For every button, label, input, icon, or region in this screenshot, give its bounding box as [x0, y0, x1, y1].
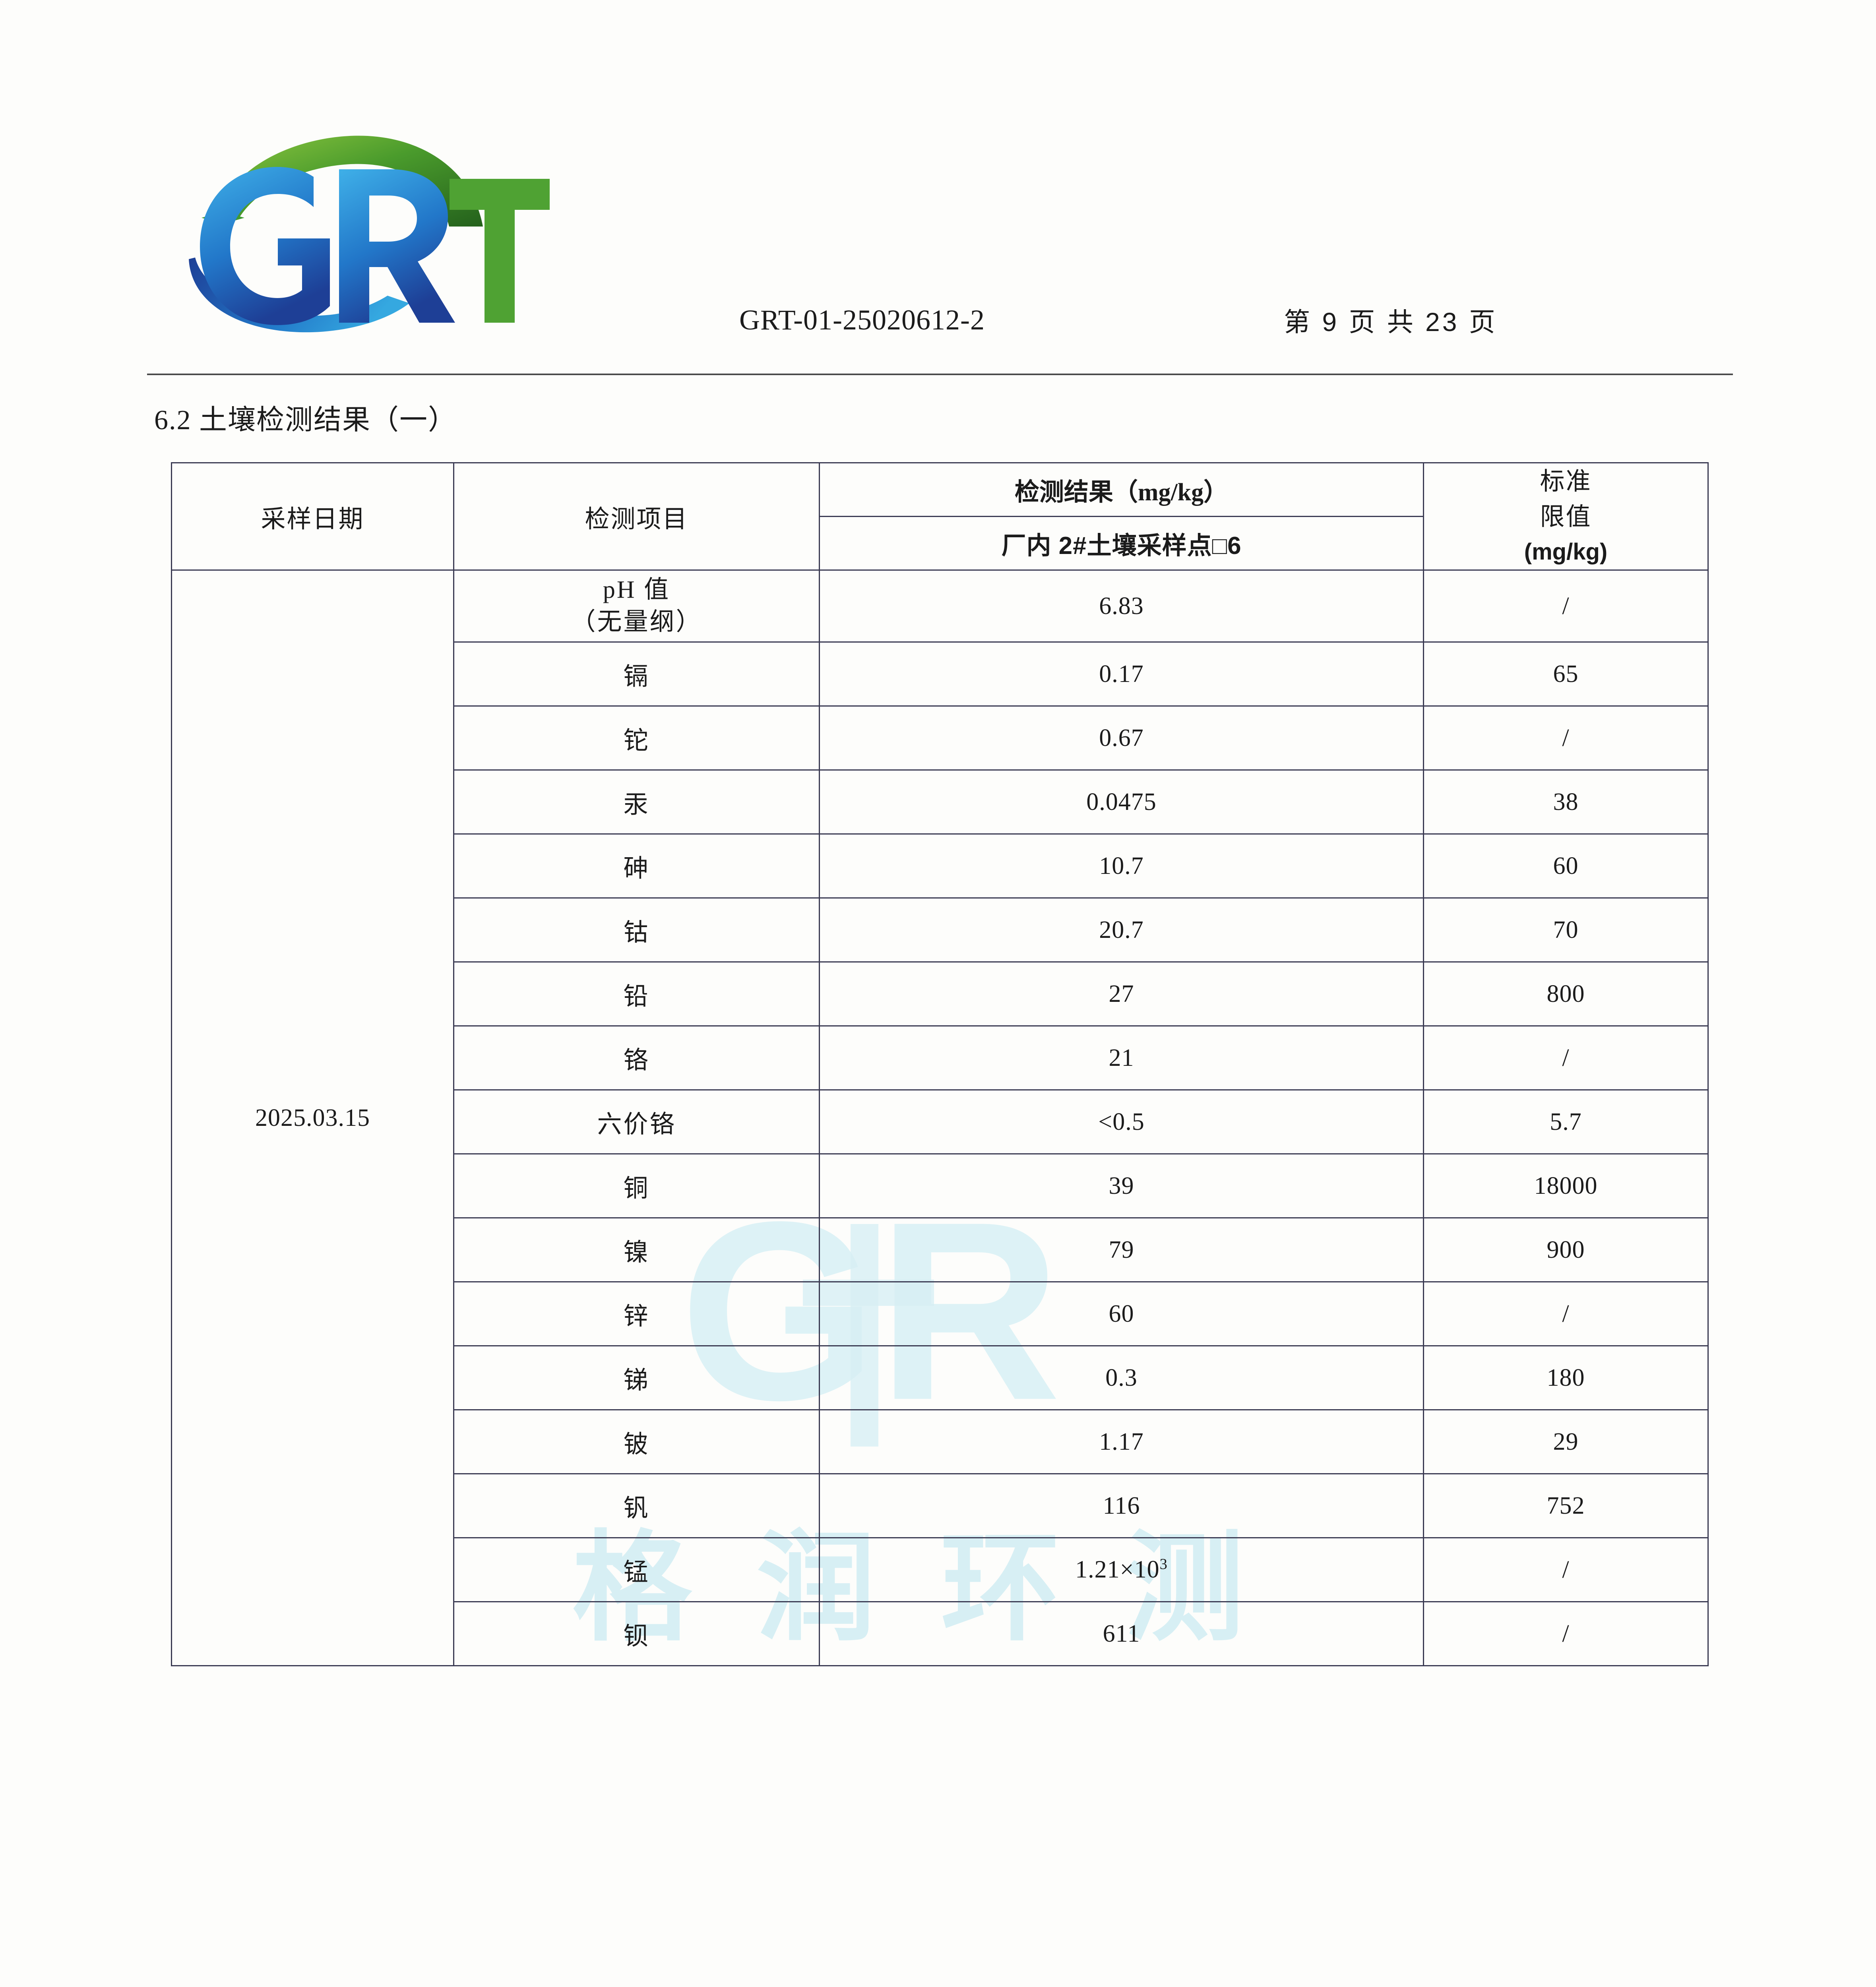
- table-row: 汞 0.0475 38: [172, 769, 1709, 835]
- test-item-name: 汞: [453, 769, 820, 835]
- document-header: GRT-01-25020612-2 第 9 页 共 23 页: [147, 296, 1733, 344]
- test-item-name: 锌: [453, 1281, 820, 1346]
- test-item-name: 钒: [453, 1473, 820, 1538]
- test-result-value: 79: [819, 1217, 1424, 1282]
- col-header-test-item: 检测项目: [453, 462, 820, 571]
- standard-limit-value: /: [1423, 569, 1709, 643]
- table-row: 钴 20.7 70: [172, 897, 1709, 963]
- col-header-sample-date: 采样日期: [171, 462, 454, 571]
- result-exponent: 3: [1159, 1556, 1168, 1573]
- soil-results-table-wrap: 采样日期 检测项目 检测结果（mg/kg） 标准 限值 (mg/kg) 厂内 2…: [171, 462, 1709, 1666]
- grt-logo: [181, 119, 562, 334]
- table-row: 铬 21 /: [172, 1025, 1709, 1090]
- test-item-name: 铜: [453, 1153, 820, 1218]
- table-row: 钒 116 752: [172, 1473, 1709, 1538]
- limit-line-2: 限值: [1540, 504, 1592, 531]
- test-result-value: 0.17: [819, 641, 1424, 707]
- ph-label-line1: pH 值: [603, 576, 671, 604]
- table-row: 锑 0.3 180: [172, 1345, 1709, 1410]
- section-heading: 6.2 土壤检测结果（一）: [154, 405, 457, 436]
- test-result-value: 0.0475: [819, 769, 1424, 835]
- table-subheader-row: 厂内 2#土壤采样点□6: [172, 516, 1708, 571]
- limit-unit: (mg/kg): [1524, 539, 1608, 565]
- table-row: 六价铬 <0.5 5.7: [172, 1089, 1709, 1154]
- test-result-value: 10.7: [819, 833, 1424, 899]
- test-item-name: 铬: [453, 1025, 820, 1090]
- test-item-name: 镉: [453, 641, 820, 707]
- test-result-value: 60: [819, 1281, 1424, 1346]
- sample-date-value: 2025.03.15: [171, 569, 454, 1666]
- test-item-name: 铅: [453, 961, 820, 1026]
- test-item-name: 铍: [453, 1409, 820, 1474]
- table-row: 铍 1.17 29: [172, 1409, 1709, 1474]
- table-row: 锰 1.21×103 /: [172, 1537, 1709, 1602]
- limit-line-1: 标准: [1540, 468, 1592, 495]
- test-result-value: 0.67: [819, 705, 1424, 771]
- table-row: 铜 39 18000: [172, 1153, 1709, 1218]
- standard-limit-value: 180: [1423, 1345, 1709, 1410]
- standard-limit-value: 752: [1423, 1473, 1709, 1538]
- standard-limit-value: 70: [1423, 897, 1709, 963]
- table-row: 铊 0.67 /: [172, 705, 1709, 771]
- table-row: 镍 79 900: [172, 1217, 1709, 1282]
- standard-limit-value: /: [1423, 1601, 1709, 1666]
- test-result-value: 6.83: [819, 569, 1424, 643]
- col-header-sample-point: 厂内 2#土壤采样点□6: [819, 516, 1424, 571]
- test-result-value: 27: [819, 961, 1424, 1026]
- table-header-row: 采样日期 检测项目 检测结果（mg/kg） 标准 限值 (mg/kg): [171, 462, 1709, 571]
- standard-limit-value: /: [1423, 1281, 1709, 1346]
- standard-limit-value: 5.7: [1423, 1089, 1709, 1154]
- standard-limit-value: 800: [1423, 961, 1709, 1026]
- standard-limit-value: 900: [1423, 1217, 1709, 1282]
- test-result-value: 20.7: [819, 897, 1424, 963]
- table-body: 2025.03.15 pH 值 （无量纲） 6.83 / 镉 0.17 65 铊…: [171, 569, 1709, 1666]
- standard-limit-value: 38: [1423, 769, 1709, 835]
- test-result-value: 21: [819, 1025, 1424, 1090]
- test-item-name: 钡: [453, 1601, 820, 1666]
- standard-limit-value: 29: [1423, 1409, 1709, 1474]
- report-code: GRT-01-25020612-2: [739, 304, 985, 336]
- test-item-name: pH 值 （无量纲）: [453, 569, 820, 643]
- test-item-name: 锰: [453, 1537, 820, 1602]
- test-result-value: 39: [819, 1153, 1424, 1218]
- test-result-value: <0.5: [819, 1089, 1424, 1154]
- header-divider: [147, 374, 1733, 375]
- standard-limit-value: 60: [1423, 833, 1709, 899]
- test-item-name: 锑: [453, 1345, 820, 1410]
- table-row: 镉 0.17 65: [172, 641, 1709, 707]
- test-item-name: 钴: [453, 897, 820, 963]
- standard-limit-value: 18000: [1423, 1153, 1709, 1218]
- test-item-name: 砷: [453, 833, 820, 899]
- standard-limit-value: /: [1423, 1537, 1709, 1602]
- result-mantissa: 1.21×10: [1075, 1556, 1160, 1583]
- test-item-name: 镍: [453, 1217, 820, 1282]
- ph-label-line2: （无量纲）: [571, 608, 702, 635]
- test-result-value: 611: [819, 1601, 1424, 1666]
- test-result-value: 116: [819, 1473, 1424, 1538]
- col-header-standard-limit: 标准 限值 (mg/kg): [1423, 462, 1709, 571]
- test-result-value: 0.3: [819, 1345, 1424, 1410]
- standard-limit-value: /: [1423, 1025, 1709, 1090]
- page-number-label: 第 9 页 共 23 页: [1284, 307, 1498, 337]
- soil-results-table: 采样日期 检测项目 检测结果（mg/kg） 标准 限值 (mg/kg) 厂内 2…: [171, 462, 1709, 1666]
- table-row: 2025.03.15 pH 值 （无量纲） 6.83 /: [171, 569, 1709, 1666]
- table-row: 砷 10.7 60: [172, 833, 1709, 899]
- col-header-result-group: 检测结果（mg/kg）: [819, 462, 1424, 517]
- table-row: 钡 611 /: [172, 1601, 1709, 1666]
- test-item-name: 铊: [453, 705, 820, 771]
- table-row: 锌 60 /: [172, 1281, 1709, 1346]
- test-result-value: 1.17: [819, 1409, 1424, 1474]
- test-result-value: 1.21×103: [819, 1537, 1424, 1602]
- standard-limit-value: /: [1423, 705, 1709, 771]
- standard-limit-value: 65: [1423, 641, 1709, 707]
- test-item-name: 六价铬: [453, 1089, 820, 1154]
- table-row: 铅 27 800: [172, 961, 1709, 1026]
